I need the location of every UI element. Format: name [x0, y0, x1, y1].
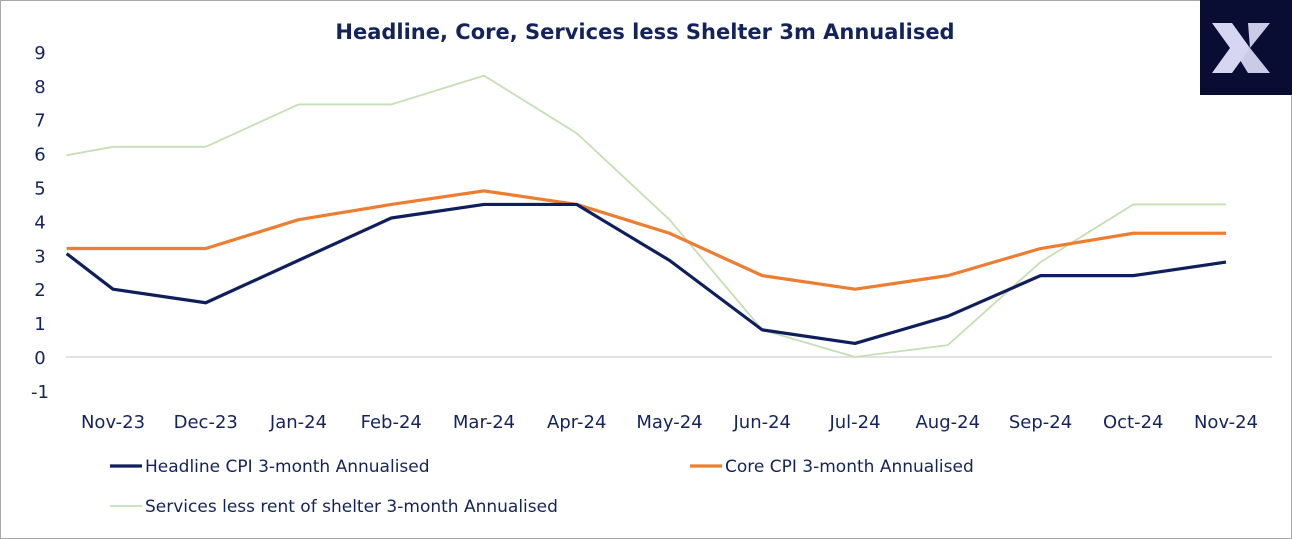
x-tick-label: Jun-24 — [732, 412, 791, 433]
brand-logo — [1200, 0, 1292, 95]
y-tick-label: 6 — [34, 145, 45, 166]
y-tick-label: 1 — [34, 314, 45, 335]
legend-label: Core CPI 3-month Annualised — [725, 457, 974, 477]
x-tick-label: Feb-24 — [361, 412, 422, 433]
x-tick-label: Aug-24 — [915, 412, 980, 433]
x-tick-label: Nov-23 — [81, 412, 145, 433]
y-tick-label: 4 — [34, 212, 45, 233]
y-tick-label: 5 — [34, 179, 45, 200]
y-tick-label: 2 — [34, 280, 45, 301]
legend-label: Services less rent of shelter 3-month An… — [145, 497, 558, 517]
x-tick-label: Jan-24 — [269, 412, 327, 433]
series-line-2 — [66, 74, 1226, 358]
x-tick-label: Mar-24 — [453, 412, 515, 433]
y-tick-label: 7 — [34, 111, 45, 132]
series-line-1 — [66, 189, 1226, 291]
x-tick-label: May-24 — [636, 412, 702, 433]
chart-title: Headline, Core, Services less Shelter 3m… — [335, 20, 954, 44]
y-tick-label: -1 — [31, 382, 49, 403]
x-tick-label: Dec-23 — [174, 412, 238, 433]
x-tick-label: Sep-24 — [1009, 412, 1072, 433]
y-tick-label: 8 — [34, 77, 45, 98]
y-tick-label: 9 — [34, 43, 45, 64]
y-tick-label: 3 — [34, 246, 45, 267]
x-tick-label: Jul-24 — [828, 412, 880, 433]
legend-label: Headline CPI 3-month Annualised — [145, 457, 430, 477]
x-tick-label: Nov-24 — [1194, 412, 1258, 433]
y-tick-label: 0 — [34, 348, 45, 369]
x-tick-label: Oct-24 — [1103, 412, 1164, 433]
x-tick-label: Apr-24 — [547, 412, 606, 433]
logo-chevron-right — [1240, 23, 1270, 73]
series-line-0 — [65, 202, 1227, 346]
